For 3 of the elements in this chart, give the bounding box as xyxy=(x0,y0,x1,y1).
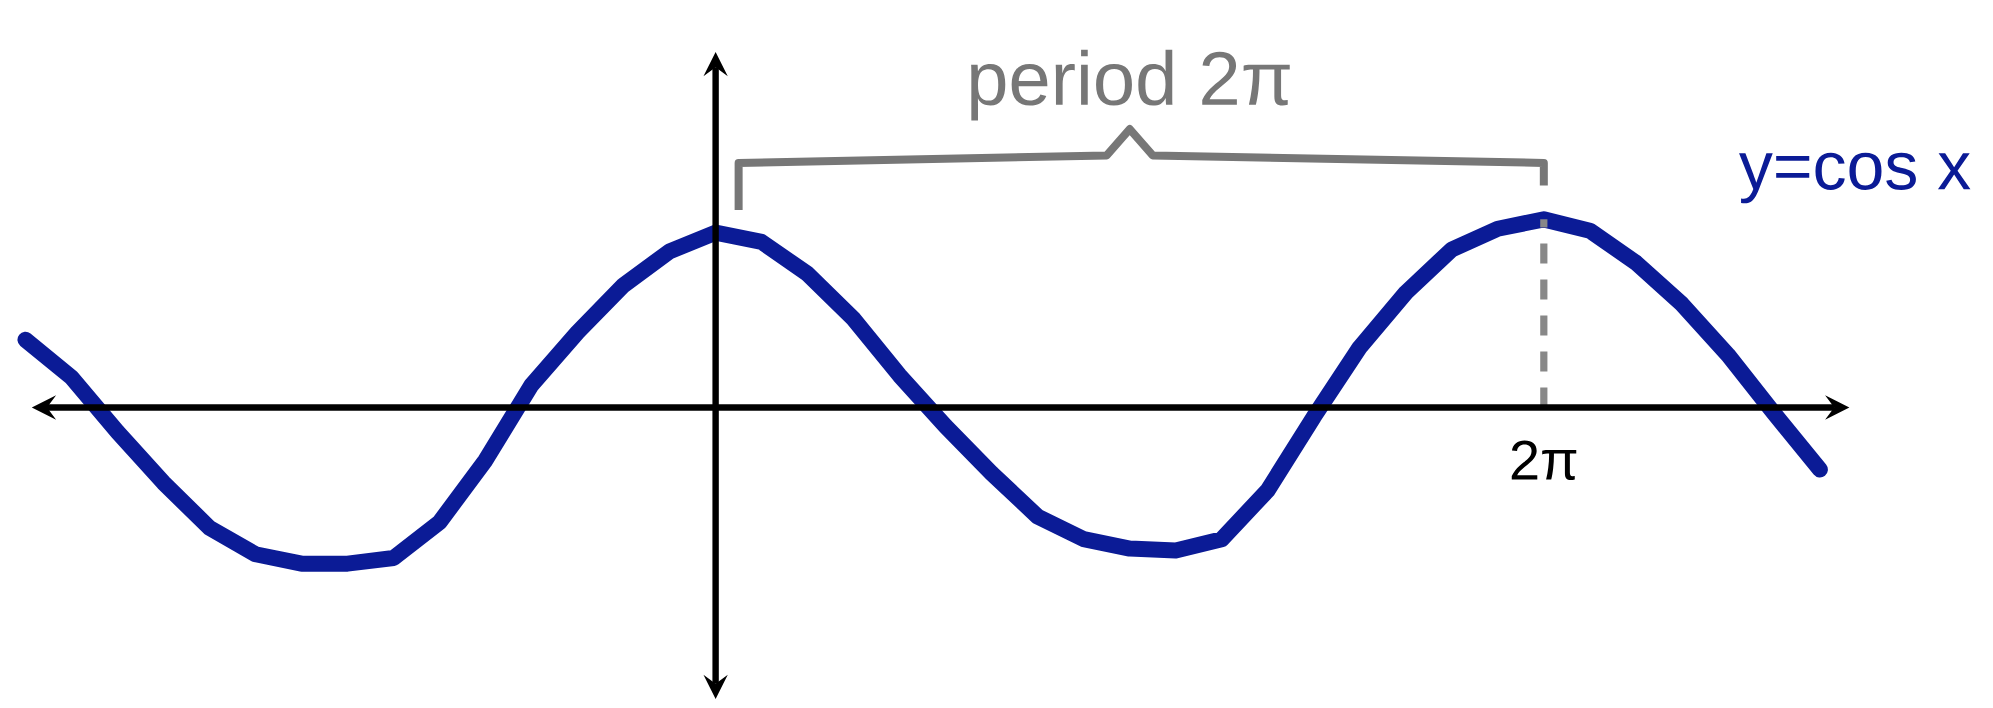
text: period 2π xyxy=(971,49,1290,121)
annotation: 2π xyxy=(1511,440,1577,481)
series-label: y=cos x xyxy=(1739,152,1971,204)
